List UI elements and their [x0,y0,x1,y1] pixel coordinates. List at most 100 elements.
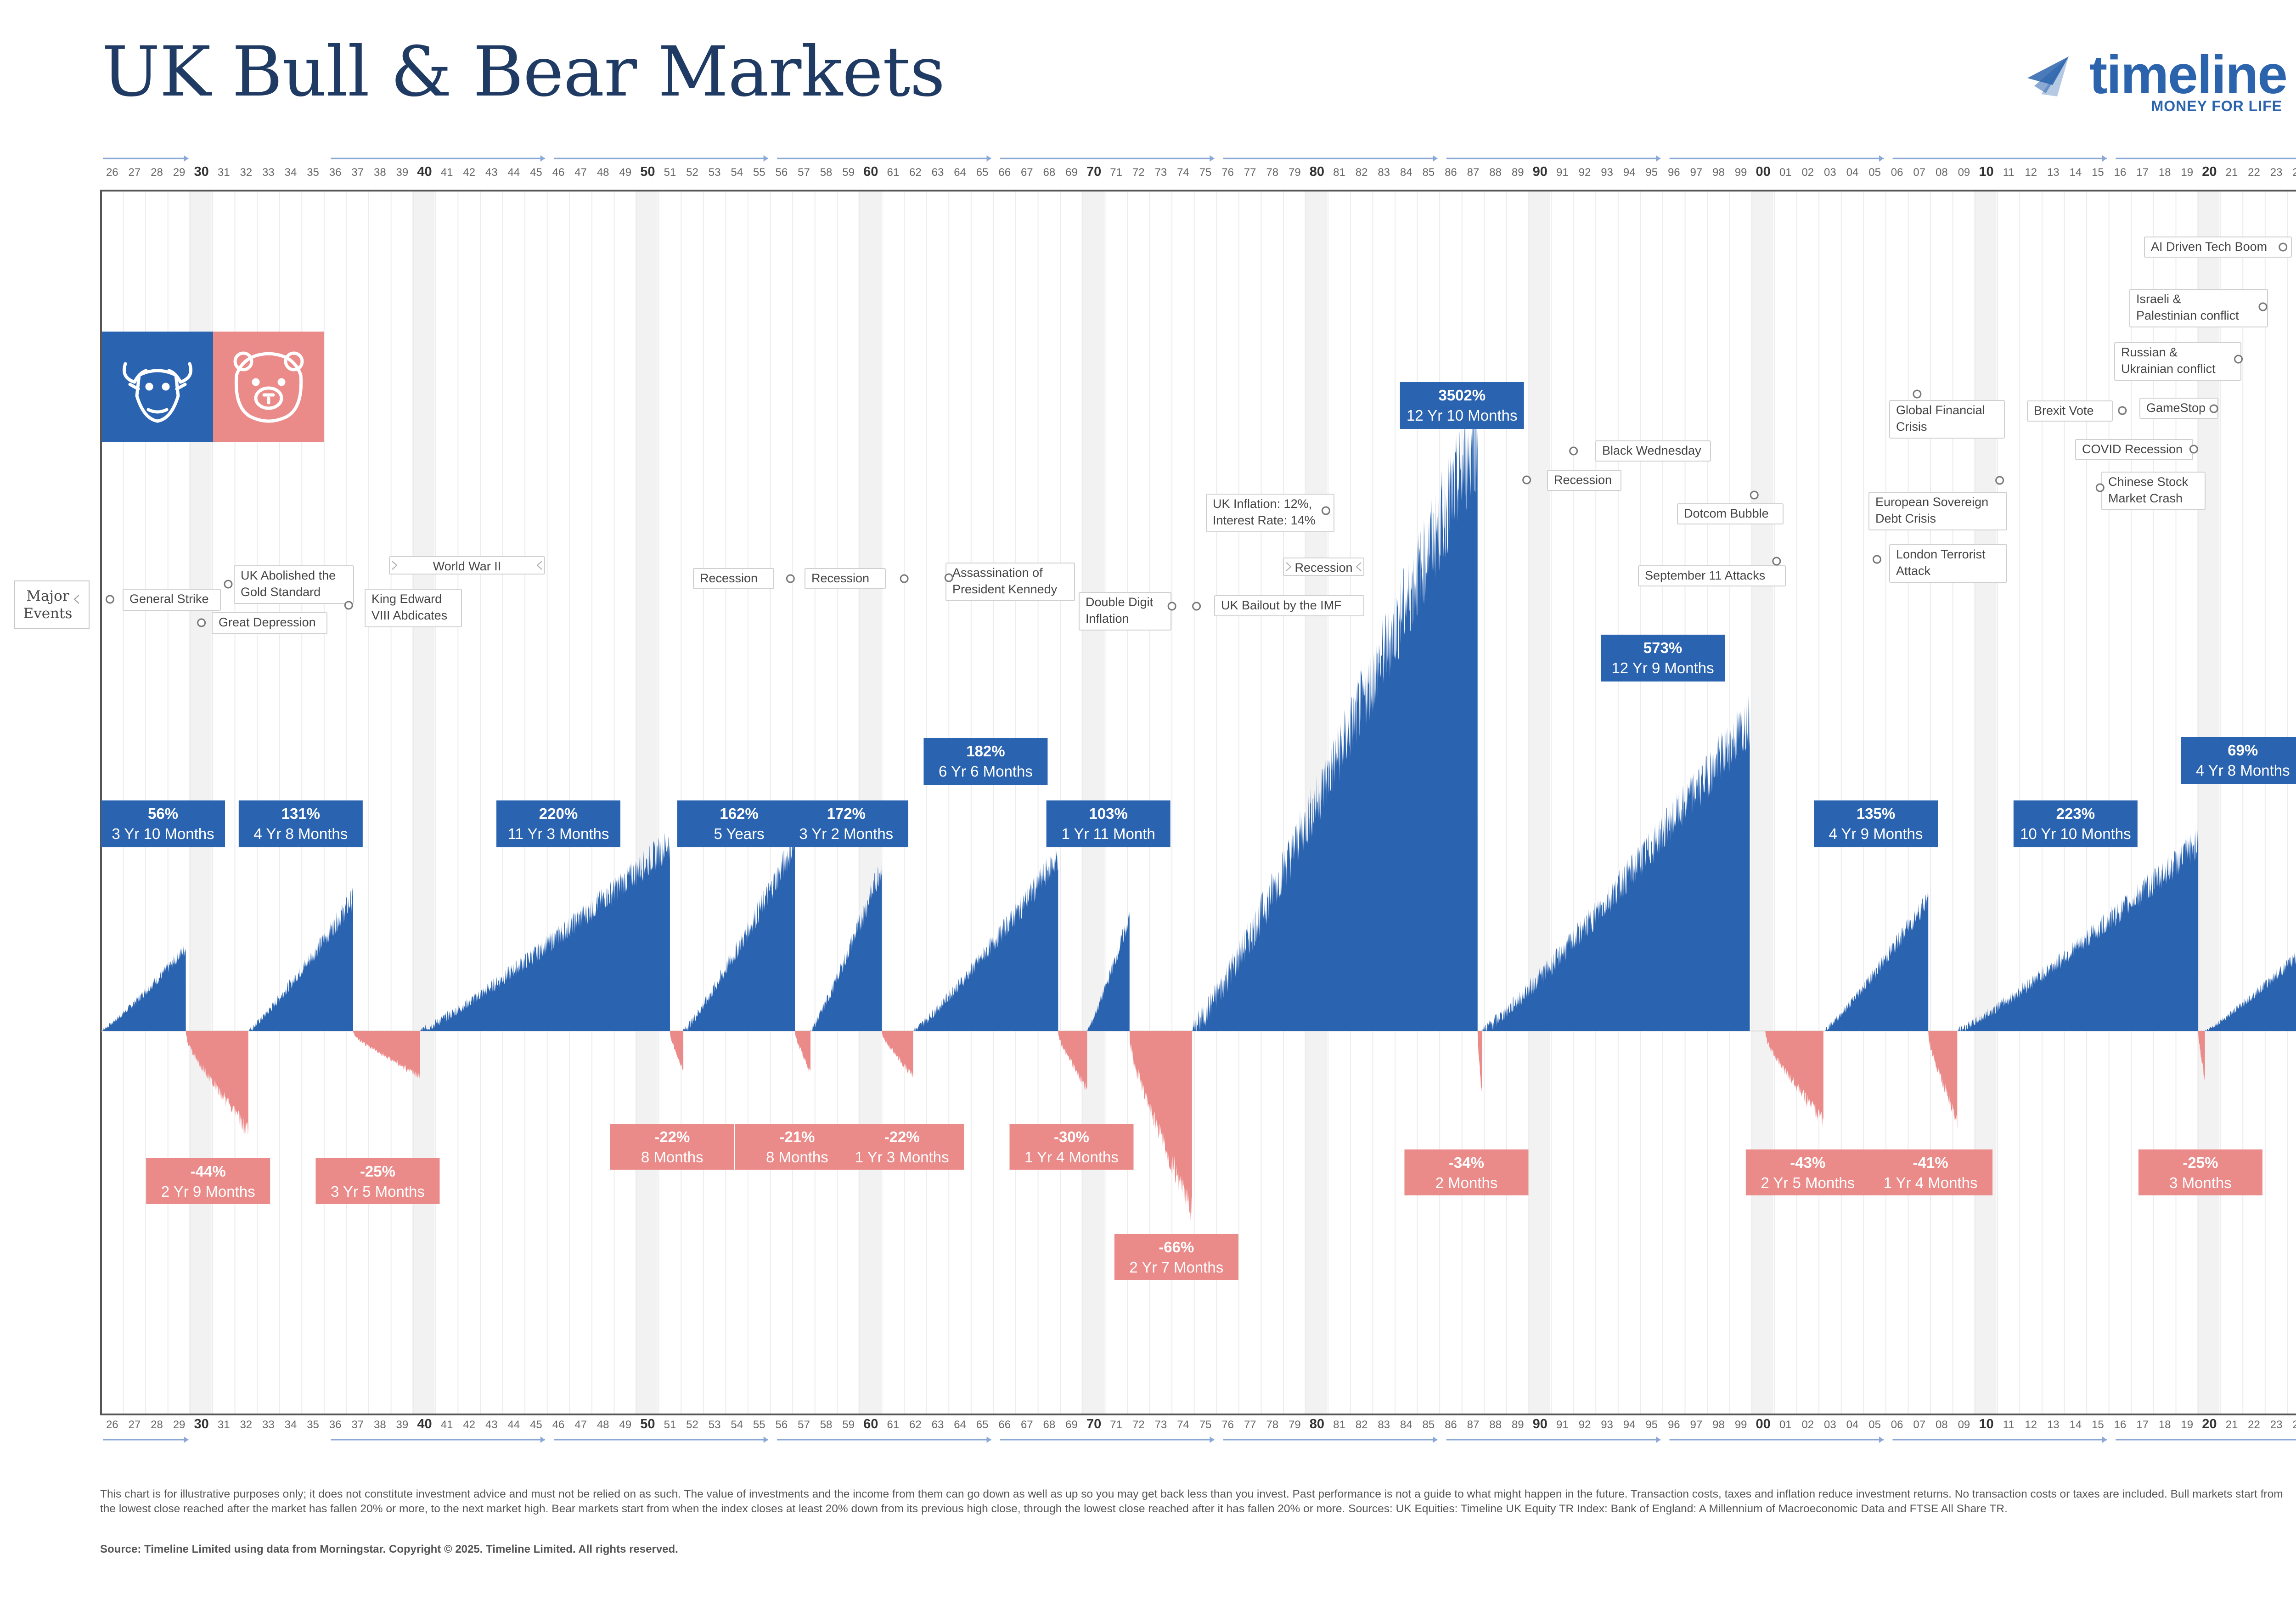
bull-gain-label: 3502% [1438,387,1486,404]
year-tick-label: 08 [1936,1419,1948,1431]
event-dot [900,574,909,583]
brand-logo[interactable]: timeline MONEY FOR LIFE [2020,44,2296,114]
bull-market-area [1087,911,1130,1031]
decade-arrowhead [1210,1436,1215,1443]
event-label: Inflation [1086,612,1129,625]
year-tick-label: 04 [1846,1419,1859,1431]
year-tick-label: 59 [842,1419,855,1431]
year-tick-label: 94 [1623,1419,1636,1431]
bear-loss-label: -41% [1913,1154,1948,1171]
year-tick-label: 34 [285,1419,297,1431]
year-tick-label: 85 [1423,1419,1435,1431]
year-tick-label: 67 [1021,166,1033,179]
year-tick-label: 03 [1824,166,1836,179]
event-label: Recession [700,571,758,585]
year-tick-label: 41 [441,1419,453,1431]
year-tick-label: 69 [1065,166,1078,179]
bull-market-label: 3502% 12 Yr 10 Months [1400,382,1524,429]
year-tick-label: 60 [863,164,878,179]
year-tick-label: 73 [1154,166,1167,179]
year-tick-label: 74 [1177,166,1189,179]
page-title: UK Bull & Bear Markets [102,32,945,112]
event-label: Brexit Vote [2034,404,2094,417]
year-tick-label: 16 [2114,1419,2127,1431]
year-tick-label: 54 [731,166,743,179]
year-tick-label: 65 [976,166,989,179]
event-label: King Edward [371,592,442,606]
year-tick-label: 93 [1601,166,1613,179]
event-label: London Terrorist [1896,547,1986,561]
major-events-box [14,580,90,629]
event-box [2027,400,2113,422]
bull-market-label: 103% 1 Yr 11 Month [1046,800,1171,847]
event-dot [1995,476,2004,485]
year-tick-label: 55 [753,1419,765,1431]
year-tick-label: 32 [240,1419,252,1431]
year-tick-label: 36 [329,166,342,179]
decade-arrowhead [1879,155,1884,162]
year-tick-label: 33 [262,1419,275,1431]
year-tick-label: 89 [1512,1419,1524,1431]
bear-market-area [1058,1031,1087,1091]
event-marker: UK Bailout by the IMF [1192,595,1364,616]
event-dot [2095,483,2105,492]
year-tick-label: 35 [307,166,319,179]
bear-duration-label: 8 Months [766,1149,828,1166]
decade-arrowhead [986,155,991,162]
bear-market-label: -66% 2 Yr 7 Months [1114,1234,1238,1280]
year-tick-label: 83 [1378,1419,1390,1431]
year-tick-label: 70 [1086,1417,1101,1431]
event-box [2129,289,2268,327]
event-marker: Brexit Vote [2027,400,2127,422]
bull-market-label: 182% 6 Yr 6 Months [923,738,1048,785]
bear-label-box [1404,1149,1529,1195]
year-tick-label: 00 [1756,164,1771,179]
year-tick-label: 73 [1154,1419,1167,1431]
bull-market-label: 573% 12 Yr 9 Months [1601,635,1725,682]
year-tick-label: 12 [2025,1419,2037,1431]
event-marker: UK Inflation: 12%, Interest Rate: 14% [1206,494,1334,532]
bull-duration-label: 4 Yr 9 Months [1829,825,1923,842]
event-label: UK Abolished the [241,569,336,582]
bull-icon-bg [102,332,213,442]
year-tick-label: 51 [664,1419,676,1431]
event-dot [1321,506,1330,515]
event-dot [2118,406,2127,415]
year-tick-label: 70 [1086,164,1101,179]
event-label: Israeli & [2136,292,2181,306]
year-tick-label: 20 [2202,164,2217,179]
year-tick-label: 34 [285,166,297,179]
year-tick-label: 01 [1779,1419,1792,1431]
event-label: Great Depression [219,615,316,629]
year-tick-label: 23 [2270,166,2283,179]
bear-duration-label: 2 Yr 9 Months [161,1183,255,1200]
year-tick-label: 74 [1177,1419,1189,1431]
year-tick-label: 52 [686,1419,698,1431]
event-dot [1772,557,1781,566]
year-tick-label: 68 [1043,166,1056,179]
event-dot [786,574,795,583]
year-tick-label: 93 [1601,1419,1613,1431]
decade-arrowhead [1210,155,1215,162]
bear-duration-label: 3 Months [2169,1174,2232,1191]
event-label: Black Wednesday [1602,444,1701,457]
year-band [1974,191,1997,1414]
event-dot [224,580,233,589]
bull-duration-label: 11 Yr 3 Months [508,825,609,842]
event-range-arrow [536,561,542,570]
year-tick-label: 15 [2092,166,2104,179]
bear-label-box [146,1158,270,1204]
year-tick-label: 86 [1445,1419,1457,1431]
year-tick-label: 80 [1310,1417,1324,1431]
event-box [1283,558,1364,576]
decade-arrowhead [540,155,545,162]
event-label: World War II [433,559,501,573]
bull-duration-label: 3 Yr 2 Months [799,825,893,842]
event-marker: Russian & Ukrainian conflict [2114,342,2243,381]
bear-loss-label: -25% [360,1163,395,1180]
event-range-arrow [1356,562,1362,571]
year-tick-label: 58 [820,166,833,179]
bull-label-box [1046,800,1171,847]
year-band [2197,191,2220,1414]
event-marker: Assassination of President Kennedy [944,563,1075,601]
